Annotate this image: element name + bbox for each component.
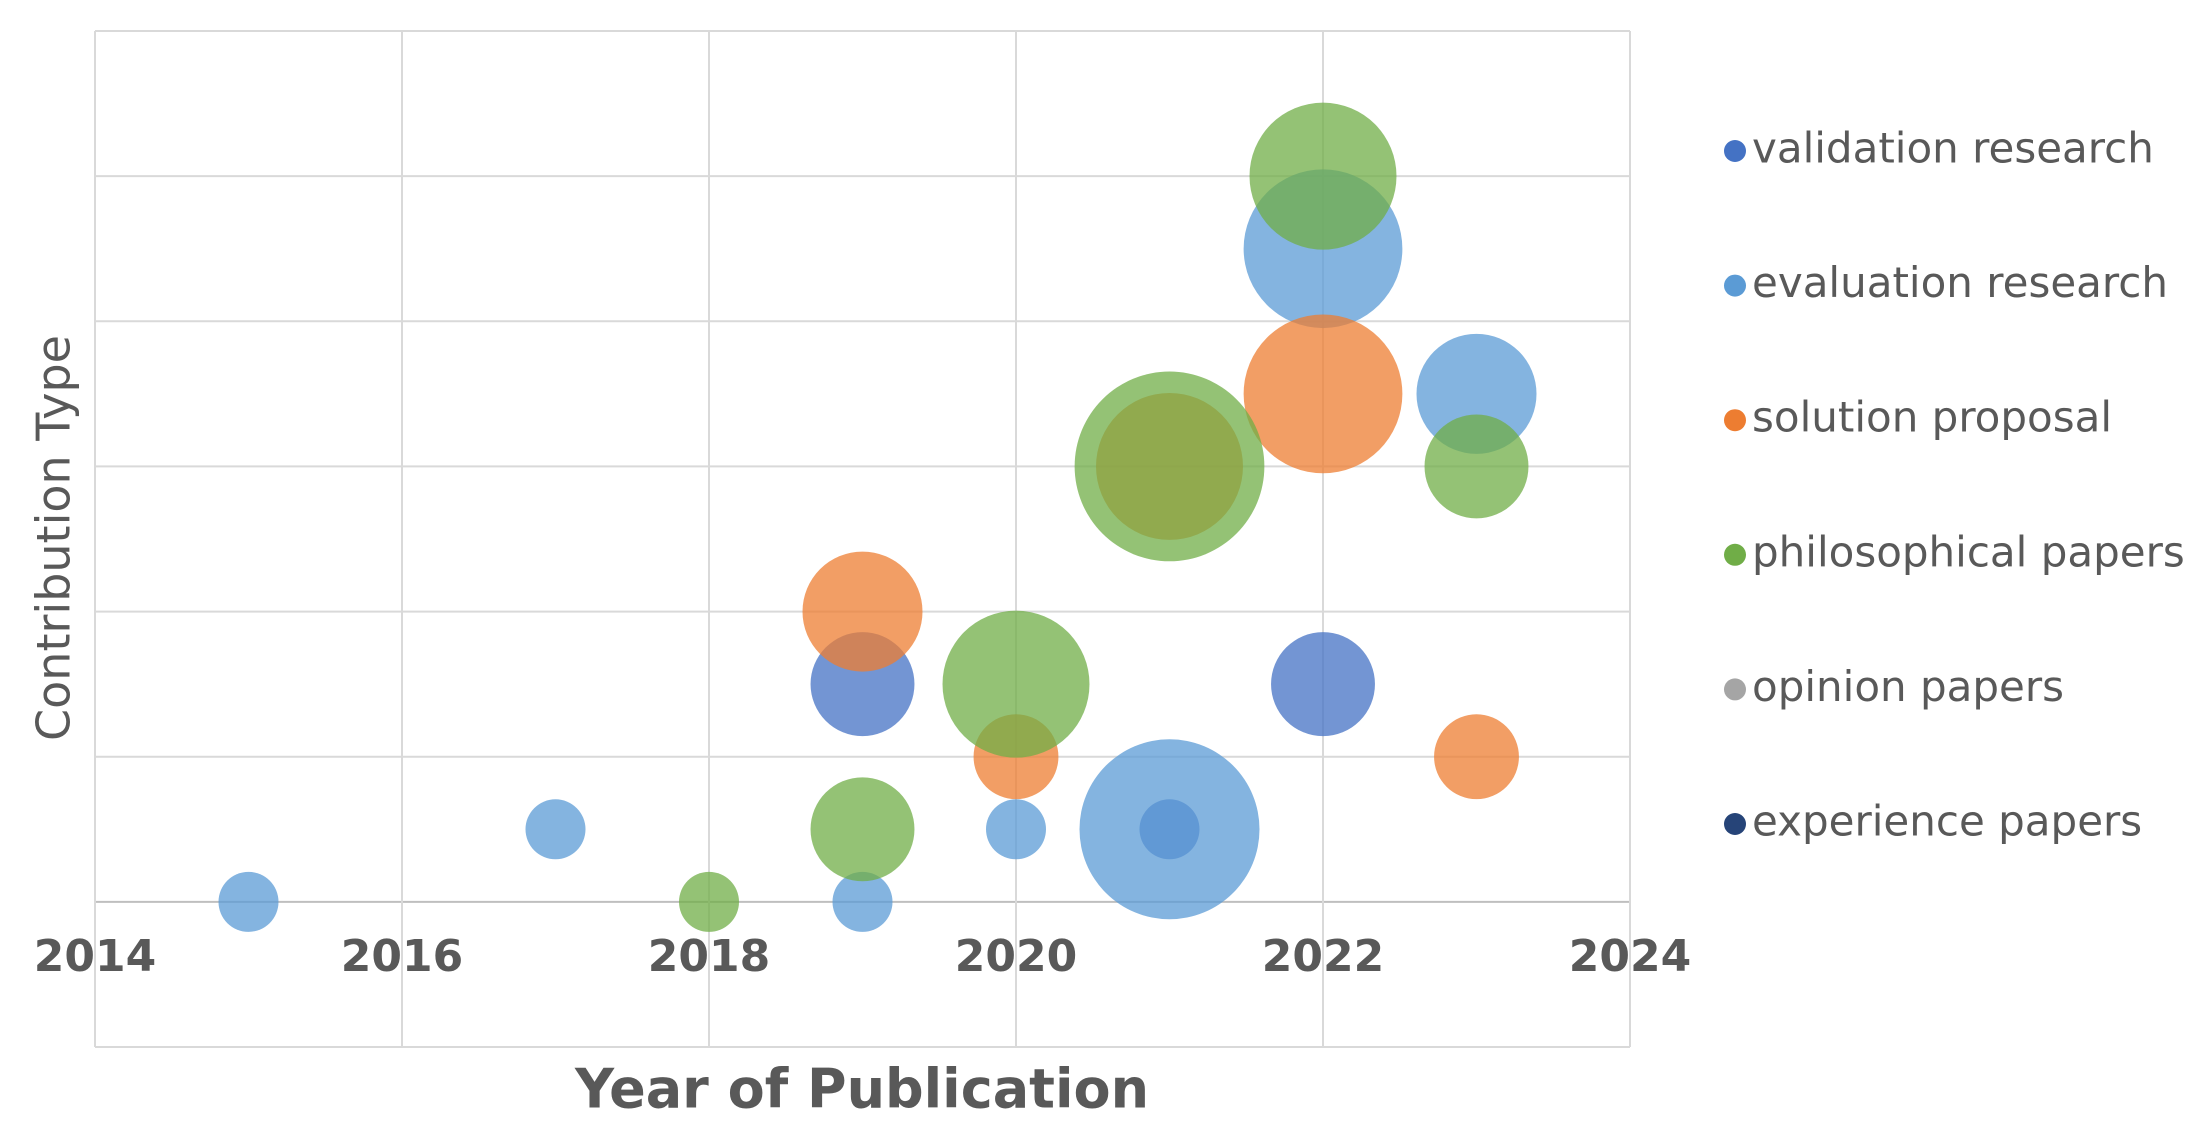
bubble — [1243, 314, 1403, 474]
legend-marker — [1724, 409, 1746, 432]
bubble — [218, 871, 279, 932]
legend-label: philosophical papers — [1752, 527, 2185, 576]
bubble — [802, 551, 923, 672]
y-axis-title: Contribution Type — [27, 335, 81, 741]
x-tick-label: 2014 — [34, 931, 156, 982]
bubble — [832, 871, 893, 932]
legend-marker — [1724, 140, 1746, 162]
x-tick-label: 2018 — [648, 931, 770, 982]
bubble — [679, 871, 739, 932]
bubble — [942, 610, 1090, 758]
x-tick-label: 2016 — [341, 931, 463, 982]
bubble — [525, 799, 586, 860]
legend-label: experience papers — [1752, 797, 2142, 846]
bubble — [810, 777, 915, 882]
legend-label: validation research — [1752, 124, 2154, 173]
legend-marker — [1724, 678, 1746, 701]
bubble — [1271, 632, 1375, 737]
bubble — [1416, 333, 1537, 454]
x-tick-label: 2022 — [1262, 931, 1384, 982]
bubble — [1079, 739, 1260, 920]
bubble — [1249, 102, 1397, 250]
bubble — [986, 799, 1046, 860]
legend-marker — [1724, 543, 1746, 566]
x-tick-label: 2020 — [955, 931, 1077, 982]
legend-label: solution proposal — [1752, 393, 2112, 442]
bubble — [1424, 414, 1529, 519]
legend-marker — [1724, 274, 1746, 297]
legend-marker — [1724, 813, 1746, 835]
x-axis-title: Year of Publication — [574, 1058, 1149, 1121]
legend-label: evaluation research — [1752, 258, 2168, 307]
bubble — [1074, 371, 1265, 562]
legend-label: opinion papers — [1752, 662, 2064, 711]
bubble — [1434, 714, 1519, 800]
x-tick-label: 2024 — [1569, 931, 1691, 982]
